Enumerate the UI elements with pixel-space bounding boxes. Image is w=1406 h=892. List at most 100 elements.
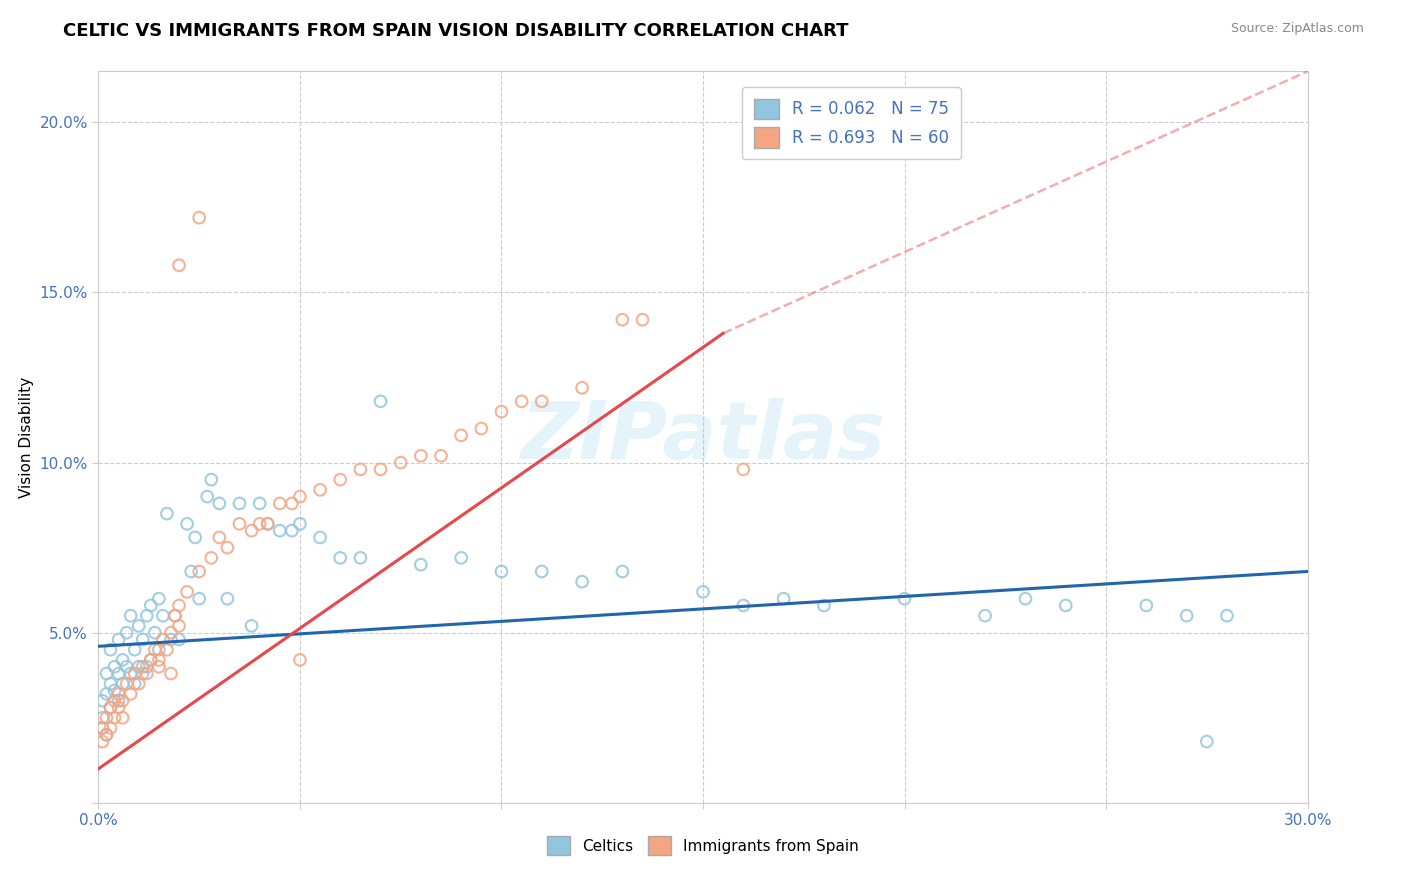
Point [100, 721, 122, 735]
Point [132, 666, 155, 681]
Point [184, 531, 207, 545]
Point [160, 632, 183, 647]
Point [470, 421, 492, 435]
Point [571, 381, 593, 395]
Point [256, 516, 278, 531]
Point [309, 483, 332, 497]
Point [132, 659, 155, 673]
Point [160, 666, 183, 681]
Point [813, 599, 835, 613]
Point [329, 473, 352, 487]
Point [124, 677, 146, 691]
Point [107, 632, 129, 647]
Point [100, 642, 122, 657]
Point [1195, 734, 1218, 748]
Point [128, 659, 150, 673]
Point [148, 659, 170, 673]
Point [135, 659, 157, 673]
Point [128, 619, 150, 633]
Point [631, 312, 654, 326]
Point [893, 591, 915, 606]
Point [111, 653, 134, 667]
Point [91, 721, 114, 735]
Point [240, 524, 263, 538]
Point [409, 449, 432, 463]
Point [208, 531, 231, 545]
Point [167, 599, 190, 613]
Point [256, 516, 278, 531]
Point [370, 394, 392, 409]
Point [491, 565, 513, 579]
Point [228, 516, 250, 531]
Point [349, 550, 371, 565]
Point [200, 550, 222, 565]
Text: CELTIC VS IMMIGRANTS FROM SPAIN VISION DISABILITY CORRELATION CHART: CELTIC VS IMMIGRANTS FROM SPAIN VISION D… [63, 22, 849, 40]
Point [100, 700, 122, 714]
Point [733, 462, 755, 476]
Point [160, 625, 183, 640]
Point [103, 659, 125, 673]
Point [571, 574, 593, 589]
Point [188, 211, 211, 225]
Point [176, 585, 198, 599]
Point [107, 687, 129, 701]
Point [389, 456, 412, 470]
Point [200, 473, 222, 487]
Point [349, 462, 371, 476]
Point [281, 496, 304, 510]
Point [96, 728, 118, 742]
Point [96, 728, 118, 742]
Point [167, 632, 190, 647]
Point [124, 642, 146, 657]
Point [450, 550, 472, 565]
Point [612, 565, 634, 579]
Point [135, 608, 157, 623]
Point [217, 541, 239, 555]
Point [195, 490, 218, 504]
Legend: Celtics, Immigrants from Spain: Celtics, Immigrants from Spain [541, 830, 865, 861]
Point [530, 394, 553, 409]
Point [139, 653, 162, 667]
Point [100, 677, 122, 691]
Point [135, 666, 157, 681]
Point [180, 565, 202, 579]
Point [269, 496, 291, 510]
Point [1014, 591, 1036, 606]
Point [152, 632, 174, 647]
Point [249, 496, 271, 510]
Point [450, 428, 472, 442]
Point [107, 694, 129, 708]
Point [281, 524, 304, 538]
Point [132, 632, 155, 647]
Point [91, 694, 114, 708]
Point [1135, 599, 1157, 613]
Point [1175, 608, 1198, 623]
Point [96, 666, 118, 681]
Point [156, 642, 179, 657]
Point [120, 687, 142, 701]
Point [249, 516, 271, 531]
Point [329, 550, 352, 565]
Point [167, 258, 190, 272]
Point [91, 734, 114, 748]
Point [288, 653, 311, 667]
Point [91, 721, 114, 735]
Point [188, 591, 211, 606]
Point [139, 599, 162, 613]
Point [288, 490, 311, 504]
Point [288, 516, 311, 531]
Point [107, 666, 129, 681]
Point [103, 683, 125, 698]
Point [217, 591, 239, 606]
Point [1216, 608, 1239, 623]
Point [103, 711, 125, 725]
Point [409, 558, 432, 572]
Point [430, 449, 453, 463]
Point [228, 496, 250, 510]
Point [111, 677, 134, 691]
Point [772, 591, 794, 606]
Point [148, 653, 170, 667]
Point [128, 677, 150, 691]
Y-axis label: Vision Disability: Vision Disability [20, 376, 34, 498]
Point [124, 666, 146, 681]
